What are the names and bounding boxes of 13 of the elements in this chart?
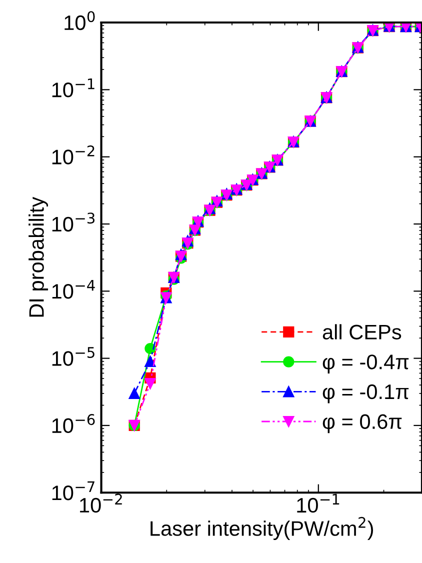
y-tick-label: 10$^{−2}$ [52, 145, 94, 164]
legend-label: φ = -0.4π [322, 354, 409, 374]
y-tick-label: 10$^{0}$ [64, 11, 95, 30]
legend-label: φ = -0.1π [322, 384, 409, 404]
y-tick-label: 10$^{−6}$ [52, 414, 95, 434]
y-tick-label: 10$^{−5}$ [52, 347, 94, 366]
x-axis-title: Laser intensity(PW/cm$^{2}$) [150, 516, 374, 540]
legend-label: φ = 0.6π [322, 414, 402, 434]
y-tick-label: 10$^{−4}$ [52, 280, 95, 299]
y-tick-label: 10$^{−3}$ [52, 212, 94, 232]
y-axis-title: DI probability [28, 196, 48, 317]
y-tick-label: 10$^{−1}$ [52, 78, 94, 98]
legend-label: all CEPs [322, 324, 402, 340]
